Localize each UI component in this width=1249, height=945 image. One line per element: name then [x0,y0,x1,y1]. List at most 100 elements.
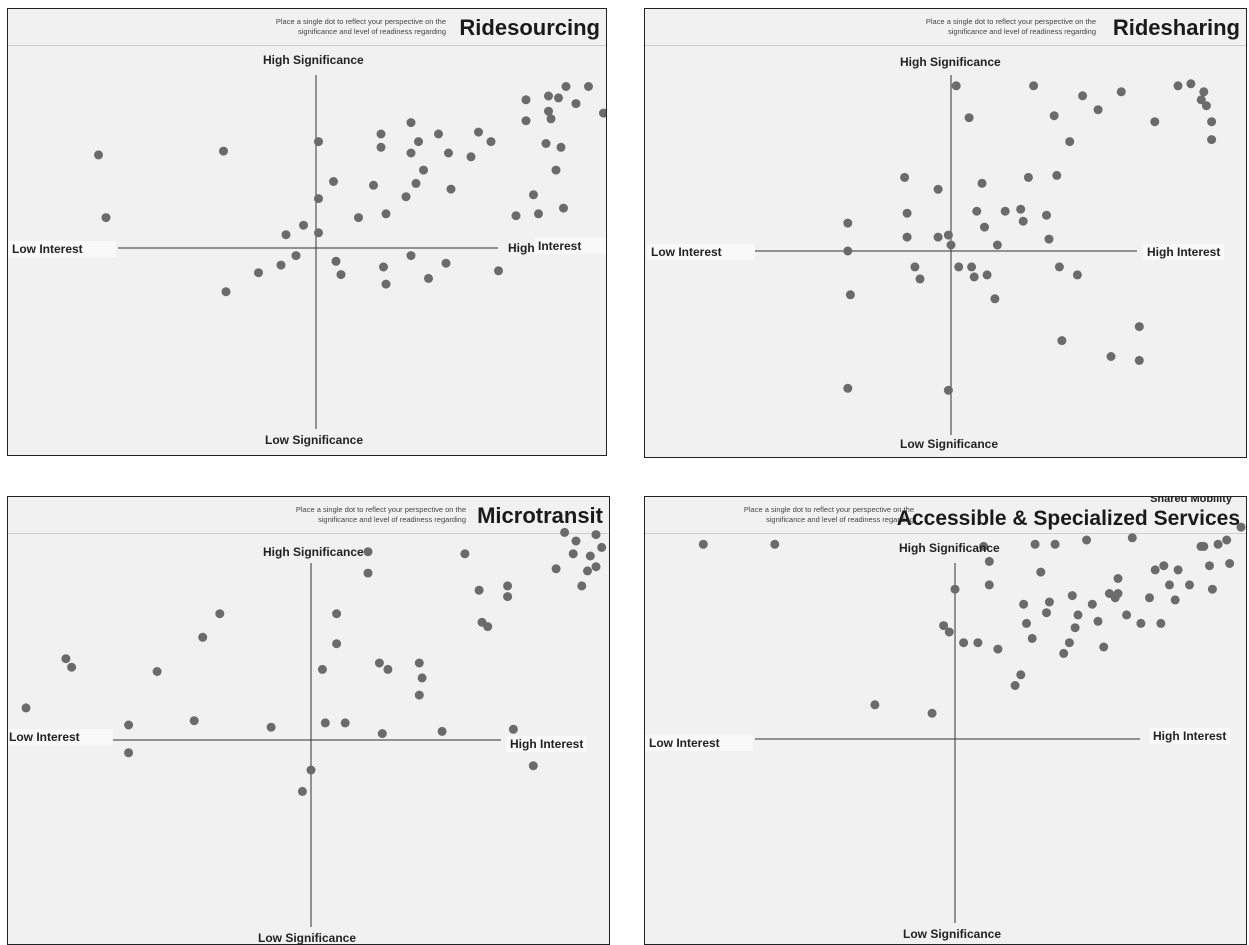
scatter-dot [354,213,363,223]
scatter-dot [984,580,994,590]
scatter-dot [503,592,513,602]
scatter-dot [219,146,228,156]
scatter-dot [1196,95,1206,105]
scatter-dot [336,270,346,280]
chart-panel-accessible-specialized-services: Shared Mobility Place a single dot to re… [644,496,1247,945]
scatter-plot [21,527,607,927]
scatter-dot [843,383,853,393]
scatter-dot [1199,541,1209,551]
scatter-dot [973,638,983,648]
scatter-dot [1082,535,1092,545]
scatter-dot [441,258,451,268]
scatter-dot [414,658,424,668]
scatter-dot [698,539,708,549]
scatter-dot [1122,610,1132,620]
scatter-dot [984,556,994,566]
scatter-dot [332,639,342,649]
scatter-dot [254,268,263,278]
instruction-line-2: significance and level of readiness rega… [947,27,1096,37]
scatter-dot [559,203,568,213]
scatter-dot [571,536,581,546]
scatter-dot [369,180,378,190]
scatter-dot [1042,210,1051,220]
y-axis-top-label: High Significance [899,541,1000,555]
scatter-dot [585,551,595,561]
scatter-dot [927,708,937,718]
scatter-dot [551,564,561,574]
scatter-dot [1150,565,1160,575]
scatter-dot [434,129,443,139]
scatter-dot [845,290,855,300]
instruction-text: Place a single dot to reflect your persp… [866,17,1096,37]
scatter-plot [94,75,606,429]
header-divider [645,533,1246,534]
scatter-dot [1023,172,1033,182]
instruction-text: Place a single dot to reflect your persp… [236,505,466,525]
x-axis-left-label: Low Interest [647,244,755,260]
scatter-dot [977,178,987,188]
scatter-dot [152,667,162,676]
scatter-dot [474,127,483,137]
scatter-dot [314,194,323,204]
y-axis-top-label: High Significance [263,53,364,67]
scatter-dot [414,137,423,147]
header-divider [645,45,1246,46]
scatter-dot [1049,111,1059,121]
scatter-dot [969,272,979,282]
scatter-dot [1044,597,1054,607]
scatter-dot [1165,580,1174,590]
scatter-dot [374,658,384,668]
scatter-dot [544,91,553,101]
scatter-dot [444,148,453,158]
chart-title: Ridesourcing [459,15,600,40]
scatter-dot [1050,539,1060,549]
scatter-dot [1173,565,1183,575]
y-axis-bottom-label: Low Significance [903,927,1002,941]
y-axis-bottom-label: Low Significance [258,931,357,945]
scatter-dot [1022,618,1031,628]
scatter-dot [281,230,291,240]
scatter-dot [21,703,31,713]
scatter-dot [101,213,111,223]
scatter-dot [521,95,531,105]
scatter-dot [1236,522,1246,532]
scatter-dot [511,211,521,221]
scatter-dot [424,273,433,283]
scatter-dot [266,722,276,732]
scatter-dot [189,716,199,726]
scatter-dot [299,220,308,230]
scatter-dot [276,260,286,270]
x-axis-left-label: Low Interest [645,735,753,751]
scatter-dot [954,262,964,272]
scatter-dot [544,106,553,116]
scatter-dot [1106,352,1116,361]
y-axis-top-label: High Significance [263,545,364,559]
scatter-dot [314,228,323,238]
scatter-dot [446,184,456,194]
scatter-dot [1207,135,1217,145]
scatter-dot [1052,170,1062,180]
scatter-dot [1087,599,1097,609]
instruction-line-1: Place a single dot to reflect your persp… [743,505,914,514]
scatter-dot [944,627,954,637]
scatter-dot [1027,633,1037,643]
scatter-dot [943,385,953,395]
scatter-dot [972,206,982,216]
scatter-dot [843,246,853,256]
scatter-dot [561,82,571,91]
scatter-dot [376,142,386,152]
scatter-dot [551,165,561,175]
scatter-dot [314,137,323,147]
scatter-dot [215,609,225,619]
scatter-dot [1170,595,1180,605]
scatter-dot [1145,593,1154,603]
scatter-dot [379,262,388,272]
scatter-dot [437,726,447,736]
scatter-dot [1029,81,1039,91]
x-axis-left-label: Low Interest [8,729,113,745]
scatter-dot [406,118,416,128]
scatter-dot [1205,561,1214,571]
scatter-plot [698,522,1246,923]
scatter-dot [556,142,566,152]
scatter-dot [1099,642,1109,652]
